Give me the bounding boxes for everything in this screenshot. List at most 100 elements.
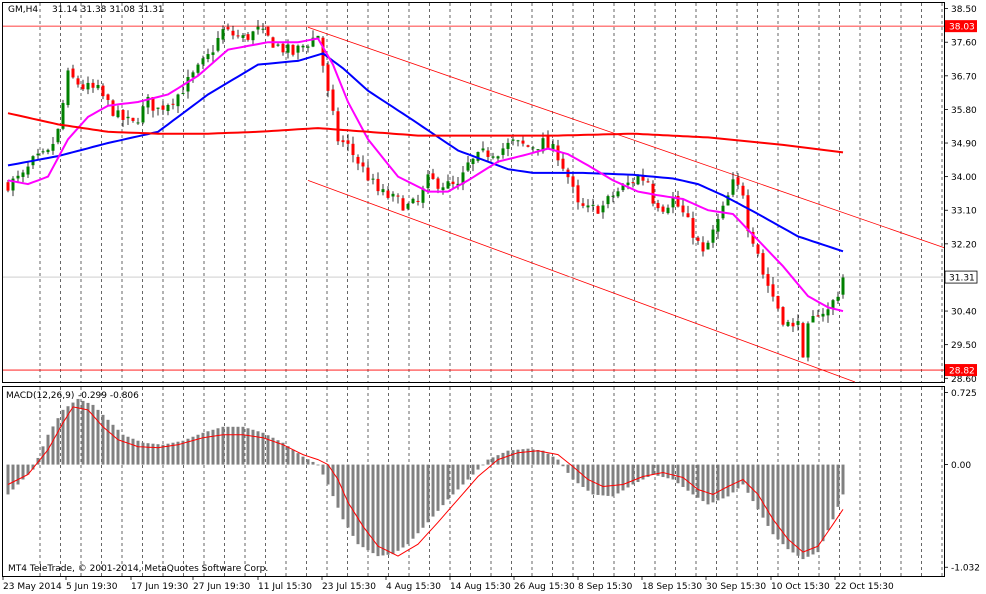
macd-bar [746, 464, 750, 493]
macd-bar [211, 429, 215, 465]
candle-bull [316, 35, 320, 39]
macd-bar [26, 464, 30, 475]
macd-bar [536, 450, 540, 465]
macd-bar [751, 464, 755, 502]
macd-bar [806, 464, 810, 557]
candle-bear [736, 177, 740, 185]
candle-bear [341, 140, 345, 143]
macd-bar [226, 426, 230, 465]
macd-bar [776, 464, 780, 540]
candle-bear [791, 322, 795, 327]
macd-bar [591, 464, 595, 495]
candle-bear [631, 182, 635, 184]
macd-bar [206, 431, 210, 465]
price-tick-label: 37.60 [951, 39, 977, 49]
macd-bar [706, 464, 710, 505]
time-tick-label: 10 Oct 15:30 [771, 582, 830, 592]
macd-bar [586, 464, 590, 491]
macd-bar [831, 464, 835, 520]
candle-bull [61, 103, 65, 129]
candle-bull [276, 44, 280, 46]
candle-bull [51, 143, 55, 151]
macd-bar [666, 464, 670, 479]
candle-bear [386, 190, 390, 198]
macd-bar [501, 452, 505, 465]
moving-average-2 [7, 37, 844, 313]
price-tick-label: 28.60 [951, 375, 977, 385]
candle-bull [296, 45, 300, 53]
macd-bar [161, 444, 165, 465]
candle-bear [526, 145, 530, 147]
candle-bull [836, 296, 840, 301]
candle-bear [6, 182, 10, 191]
candle-bull [211, 52, 215, 55]
candle-bull [471, 158, 475, 165]
price-tick-label: 29.50 [951, 341, 977, 351]
candle-bear [761, 253, 765, 275]
macd-bar [81, 400, 85, 465]
candle-bear [681, 205, 685, 213]
candle-bull [301, 45, 305, 48]
candle-bull [716, 219, 720, 232]
candle-bull [516, 140, 520, 142]
candle-bull [446, 181, 450, 189]
macd-bar [331, 464, 335, 497]
macd-bar [816, 464, 820, 553]
candle-bull [66, 70, 70, 106]
macd-bar [486, 459, 490, 465]
macd-bar [21, 464, 25, 480]
macd-bar [476, 464, 480, 470]
candle-bear [416, 200, 420, 202]
macd-bar [516, 449, 520, 465]
candle-bull [201, 58, 205, 65]
moving-averages [7, 37, 844, 313]
candle-bear [436, 178, 440, 189]
macd-panel[interactable]: MACD(12,26,9) -0.299 -0.806 MT4 TeleTrad… [2, 386, 945, 577]
macd-bar [6, 464, 10, 495]
price-panel[interactable]: GM,H4 31.14 31.38 31.08 31.31 [2, 2, 945, 383]
candle-bear [701, 242, 705, 252]
candle-bull [176, 94, 180, 107]
candle-bear [171, 103, 175, 105]
macd-bar [446, 464, 450, 500]
copyright-text: MT4 TeleTrade, © 2001-2014, MetaQuotes S… [8, 564, 268, 574]
macd-bar [91, 404, 95, 465]
macd-bar [826, 464, 830, 531]
candle-bull [96, 85, 100, 89]
candle-bear [686, 213, 690, 218]
macd-bar [256, 431, 260, 465]
macd-bar [811, 464, 815, 555]
macd-bar [136, 440, 140, 465]
candle-bear [246, 34, 250, 40]
macd-bar [761, 464, 765, 518]
time-tick-label: 5 Jun 19:30 [66, 582, 118, 592]
candle-bull [496, 156, 500, 159]
candle-bear [521, 140, 525, 144]
hline-price-label: 28.82 [949, 367, 975, 377]
macd-bar [231, 426, 235, 465]
macd-bar [456, 464, 460, 490]
candle-bear [321, 37, 325, 66]
macd-tick-label: -1.032 [951, 564, 980, 574]
macd-bar [506, 450, 510, 465]
candle-bull [146, 96, 150, 108]
macd-bar [186, 438, 190, 465]
candle-bull [311, 37, 315, 47]
candle-bull [476, 152, 480, 161]
macd-bar [441, 464, 445, 506]
candle-bull [841, 277, 845, 295]
macd-bar [421, 464, 425, 528]
candlesticks [6, 19, 845, 362]
candle-bull [626, 182, 630, 185]
price-tick-label: 32.20 [951, 240, 977, 250]
channel-upper-line [307, 26, 945, 248]
candle-bull [186, 77, 190, 92]
macd-bar [566, 464, 570, 473]
macd-bar [106, 419, 110, 465]
candle-bear [351, 143, 355, 156]
candle-bear [486, 150, 490, 157]
macd-bar [166, 443, 170, 465]
macd-bar [471, 464, 475, 475]
macd-bar [56, 418, 60, 465]
macd-bar [391, 464, 395, 555]
